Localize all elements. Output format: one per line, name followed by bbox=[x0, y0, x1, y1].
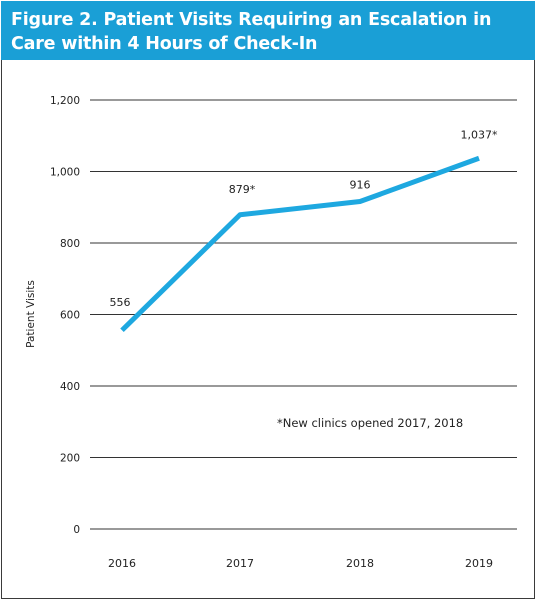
series-group bbox=[120, 155, 480, 333]
y-tick-label: 400 bbox=[60, 381, 80, 393]
series-line bbox=[120, 155, 480, 333]
x-axis-ticks: 2016 2017 2018 2019 bbox=[108, 557, 493, 570]
y-axis-label: Patient Visits bbox=[25, 280, 37, 348]
x-tick-label: 2018 bbox=[346, 557, 374, 570]
y-tick-label: 200 bbox=[60, 453, 80, 465]
chart-title: Figure 2. Patient Visits Requiring an Es… bbox=[11, 10, 492, 54]
y-tick-label: 0 bbox=[73, 524, 80, 536]
y-tick-label: 600 bbox=[60, 310, 80, 322]
y-axis-ticks: 0 200 400 600 800 1,000 1,200 bbox=[50, 95, 80, 536]
data-label: 556 bbox=[110, 296, 131, 309]
data-labels: 556 879* 916 1,037* bbox=[110, 128, 498, 309]
data-label: 879* bbox=[229, 183, 256, 196]
x-tick-label: 2016 bbox=[108, 557, 136, 570]
gridlines bbox=[90, 99, 517, 530]
data-label: 1,037* bbox=[461, 128, 498, 141]
chart-annotation: *New clinics opened 2017, 2018 bbox=[277, 416, 463, 430]
data-label: 916 bbox=[350, 179, 371, 192]
y-tick-label: 1,000 bbox=[50, 167, 80, 179]
x-tick-label: 2019 bbox=[465, 557, 493, 570]
x-tick-label: 2017 bbox=[226, 557, 254, 570]
y-tick-label: 800 bbox=[60, 238, 80, 250]
y-tick-label: 1,200 bbox=[50, 95, 80, 107]
title-bar: Figure 2. Patient Visits Requiring an Es… bbox=[1, 1, 535, 60]
